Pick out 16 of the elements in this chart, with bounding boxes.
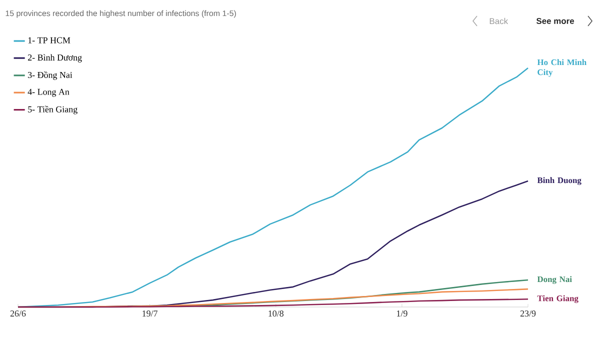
legend-label: 1- TP HCM — [28, 37, 70, 44]
annotation: Tien Giang — [537, 295, 578, 303]
annotation: Ho Chi Minh City — [537, 59, 586, 77]
legend-label: 3- Đồng Nai — [28, 71, 72, 80]
x-tick-label: 26/6 — [10, 310, 26, 317]
annotation: Binh Duong — [537, 177, 582, 185]
x-tick-label: 1/9 — [396, 310, 408, 317]
text: Back — [490, 18, 508, 24]
x-tick-label: 23/9 — [520, 310, 536, 317]
text: See more — [536, 18, 574, 24]
annotation: Dong Nai — [537, 276, 572, 284]
legend-label: 2- Bình Dương — [28, 54, 82, 62]
x-tick-label: 10/8 — [268, 310, 284, 317]
x-tick-label: 19/7 — [142, 310, 158, 317]
legend-label: 5- Tiền Giang — [28, 106, 78, 114]
legend-label: 4- Long An — [28, 88, 70, 97]
